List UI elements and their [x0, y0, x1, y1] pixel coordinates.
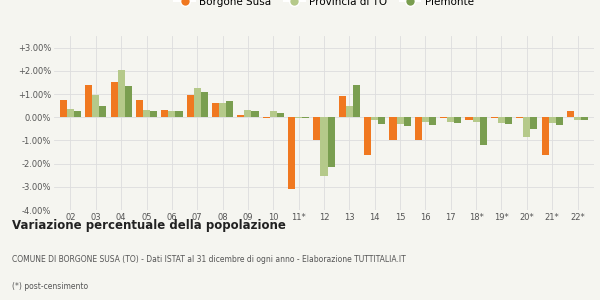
Bar — [150, 111, 157, 117]
Bar — [364, 117, 371, 155]
Bar — [574, 117, 581, 119]
Bar — [447, 117, 454, 122]
Bar — [320, 117, 328, 176]
Bar — [169, 111, 175, 117]
Bar — [415, 117, 422, 140]
Bar — [353, 85, 360, 117]
Bar — [498, 117, 505, 123]
Bar — [125, 86, 132, 117]
Bar — [516, 117, 523, 119]
Bar — [110, 82, 118, 117]
Bar — [136, 100, 143, 117]
Bar — [548, 117, 556, 123]
Bar — [226, 101, 233, 117]
Bar — [567, 111, 574, 117]
Bar — [523, 117, 530, 137]
Bar — [143, 110, 150, 117]
Bar — [556, 117, 563, 125]
Bar — [244, 110, 251, 117]
Bar — [440, 117, 447, 119]
Bar — [277, 112, 284, 117]
Bar — [454, 117, 461, 123]
Bar — [118, 70, 125, 117]
Bar — [212, 103, 219, 117]
Bar — [505, 117, 512, 124]
Bar — [295, 117, 302, 119]
Bar — [161, 110, 169, 117]
Bar — [371, 117, 378, 119]
Bar — [60, 100, 67, 117]
Bar — [187, 95, 194, 117]
Text: Variazione percentuale della popolazione: Variazione percentuale della popolazione — [12, 219, 286, 232]
Bar — [479, 117, 487, 145]
Bar — [237, 115, 244, 117]
Bar — [270, 111, 277, 117]
Text: COMUNE DI BORGONE SUSA (TO) - Dati ISTAT al 31 dicembre di ogni anno - Elaborazi: COMUNE DI BORGONE SUSA (TO) - Dati ISTAT… — [12, 255, 406, 264]
Bar — [581, 117, 588, 119]
Bar — [100, 106, 106, 117]
Bar — [473, 117, 479, 122]
Bar — [194, 88, 201, 117]
Bar — [346, 106, 353, 117]
Bar — [92, 95, 100, 117]
Text: (*) post-censimento: (*) post-censimento — [12, 282, 88, 291]
Bar — [67, 109, 74, 117]
Bar — [422, 117, 429, 122]
Legend: Borgone Susa, Provincia di TO, Piemonte: Borgone Susa, Provincia di TO, Piemonte — [170, 0, 478, 11]
Bar — [542, 117, 548, 155]
Bar — [339, 96, 346, 117]
Bar — [389, 117, 397, 140]
Bar — [74, 111, 81, 117]
Bar — [263, 117, 270, 119]
Bar — [219, 103, 226, 117]
Bar — [85, 85, 92, 117]
Bar — [530, 117, 538, 129]
Bar — [201, 92, 208, 117]
Bar — [328, 117, 335, 167]
Bar — [288, 117, 295, 189]
Bar — [404, 117, 411, 127]
Bar — [466, 117, 473, 119]
Bar — [302, 117, 309, 119]
Bar — [491, 117, 498, 119]
Bar — [378, 117, 385, 124]
Bar — [175, 111, 182, 117]
Bar — [429, 117, 436, 125]
Bar — [397, 117, 404, 124]
Bar — [313, 117, 320, 140]
Bar — [251, 111, 259, 117]
